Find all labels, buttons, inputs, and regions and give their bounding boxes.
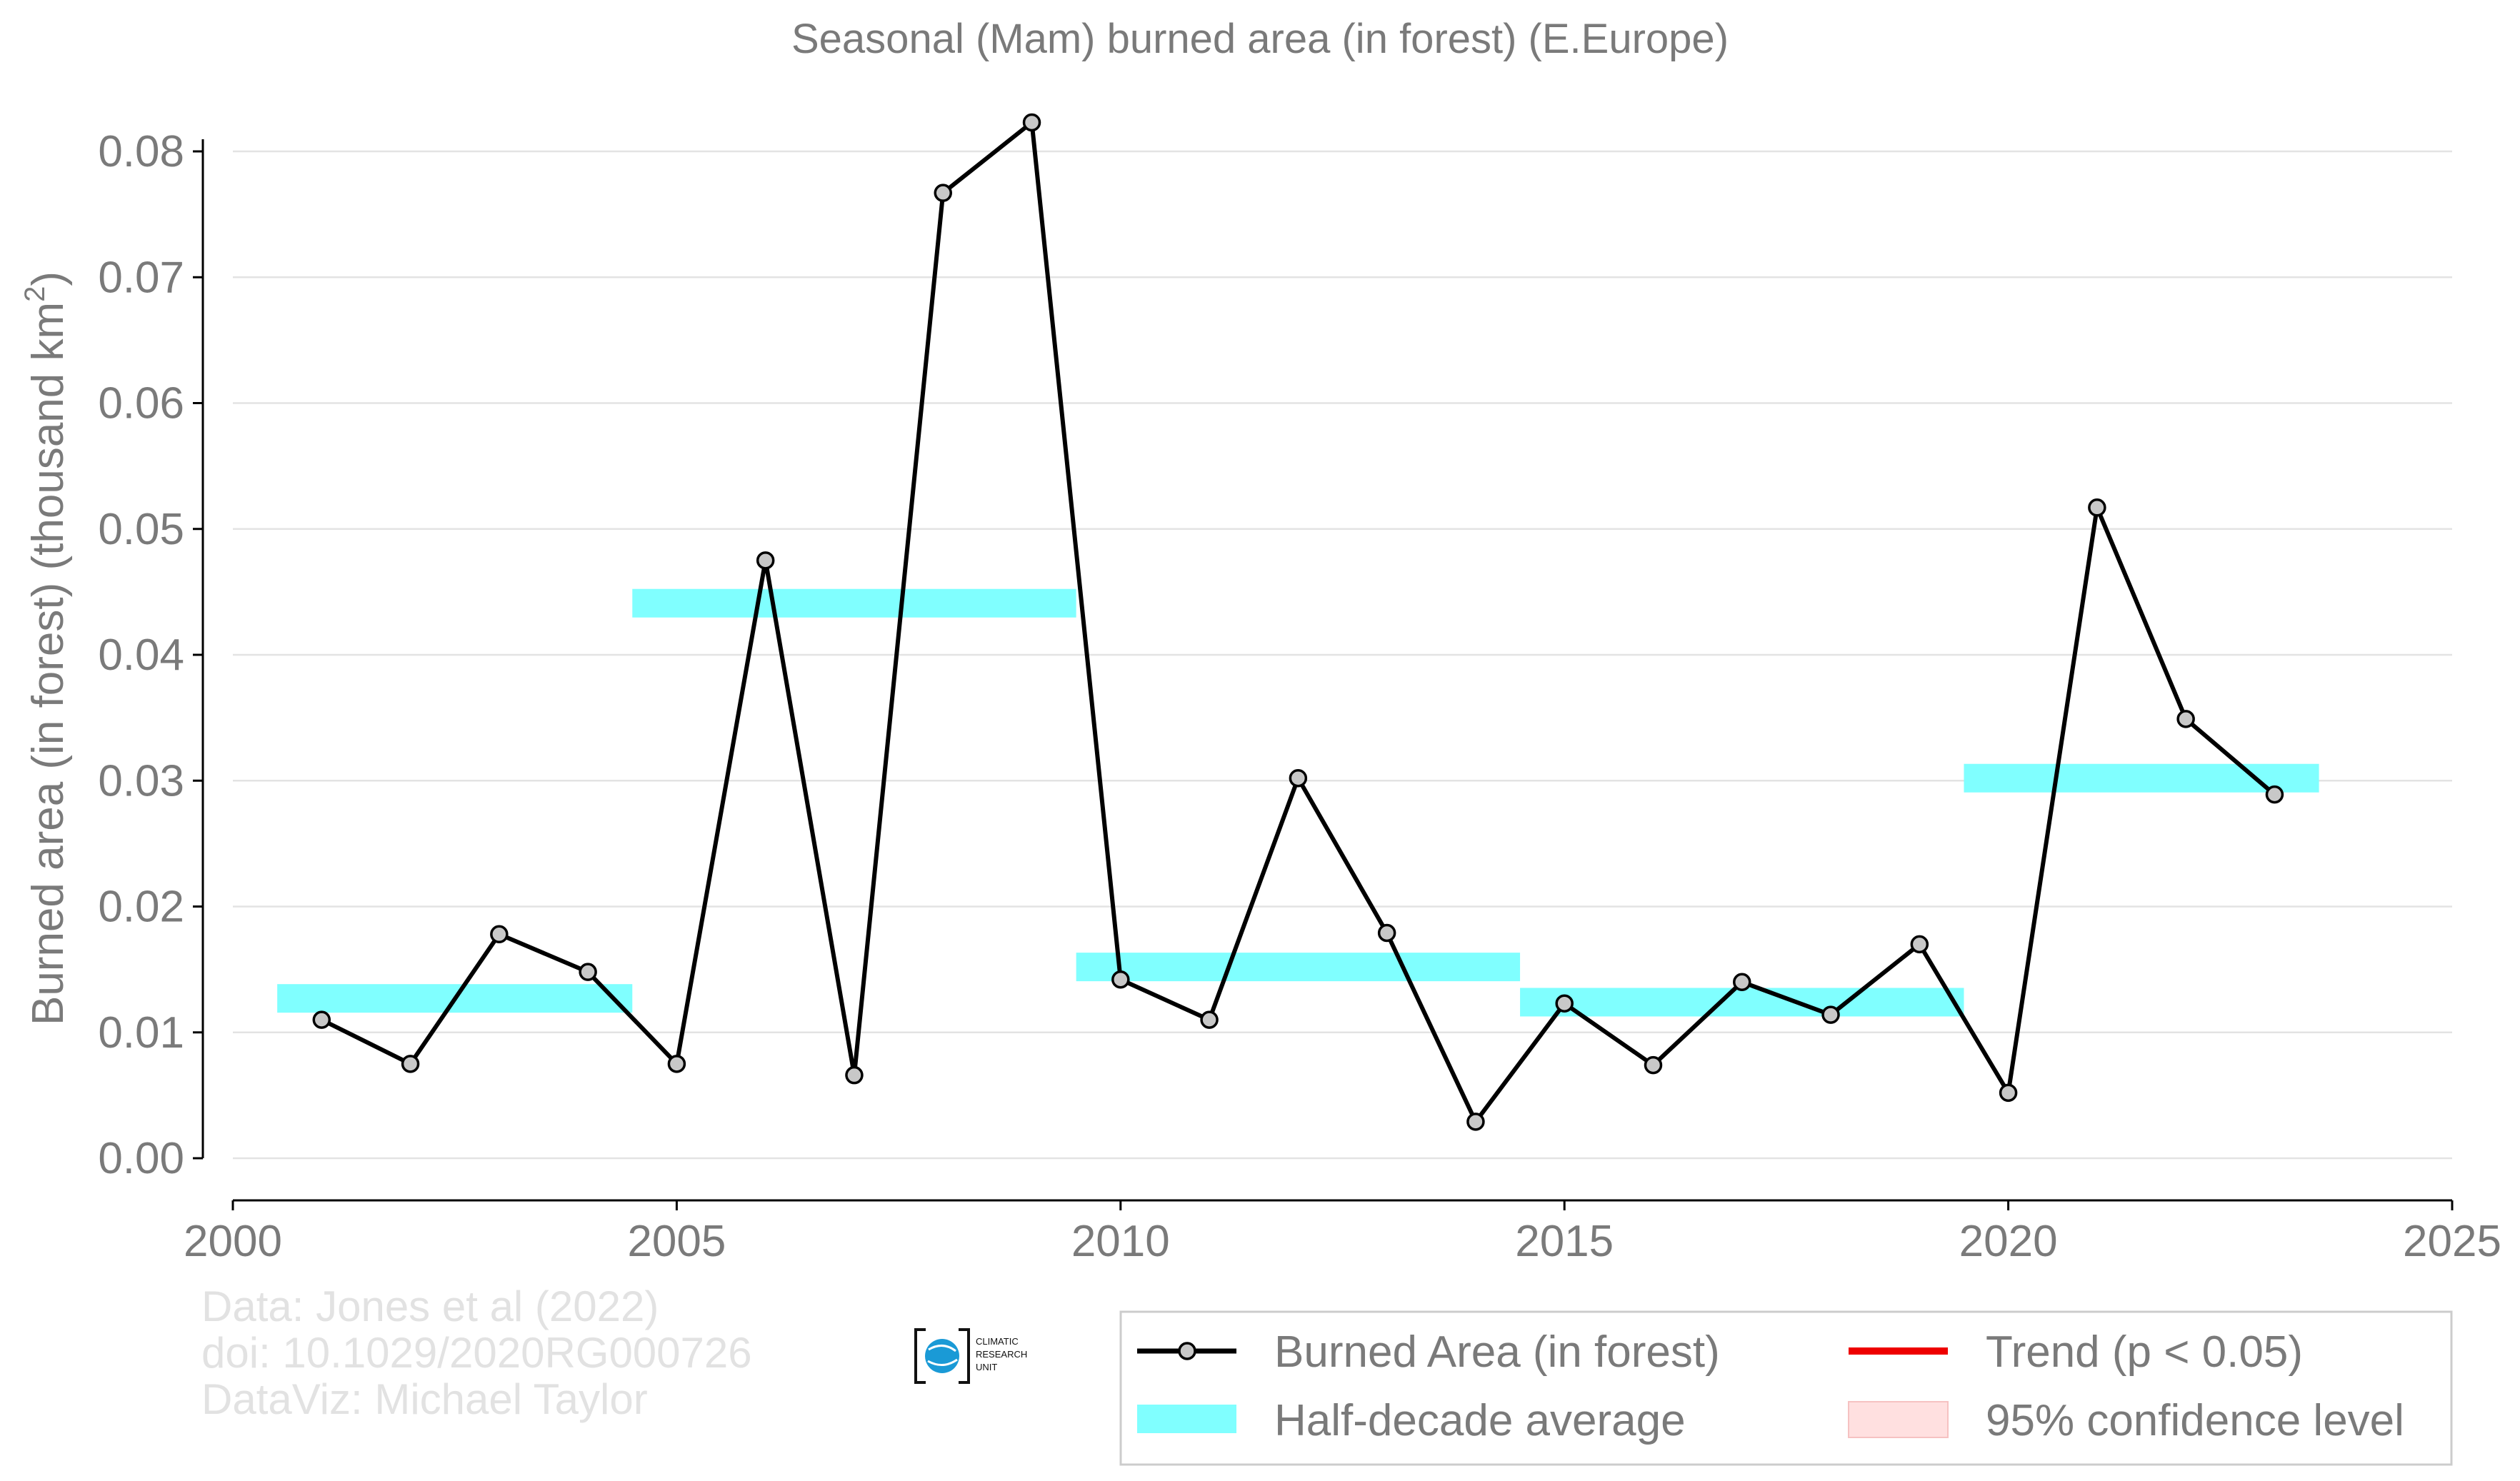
half-decade-band — [632, 588, 1076, 618]
data-point — [1289, 768, 1308, 788]
y-tick-label: 0.01 — [98, 1008, 184, 1058]
data-point — [1022, 113, 1041, 132]
legend-label-half-decade: Half-decade average — [1274, 1396, 1686, 1445]
logo-text-3: UNIT — [976, 1362, 997, 1372]
data-point — [2265, 785, 2284, 804]
y-tick-label: 0.02 — [98, 883, 184, 932]
data-point — [579, 963, 597, 981]
logo-left-bracket — [914, 1328, 926, 1384]
logo-text-1: CLIMATIC — [976, 1336, 1019, 1347]
data-point — [1910, 935, 1929, 954]
credit-doi: doi: 10.1029/2020RG000726 — [201, 1329, 752, 1377]
legend-marker-burned — [1178, 1342, 1196, 1360]
legend-label-burned: Burned Area (in forest) — [1274, 1327, 1720, 1377]
data-point — [1466, 1113, 1485, 1131]
half-decade-bands — [277, 588, 2319, 1017]
credits: Data: Jones et al (2022) doi: 10.1029/20… — [201, 1282, 752, 1423]
legend: Burned Area (in forest) Trend (p < 0.05)… — [1119, 1310, 2453, 1466]
data-point — [756, 551, 775, 570]
y-axis-label: Burned area (in forest) (thousand km2) — [19, 271, 73, 1025]
y-ticks: 0.00 0.01 0.02 0.03 0.04 0.05 0.06 0.07 0.08 — [98, 127, 203, 1183]
data-point — [667, 1055, 686, 1073]
y-tick-label: 0.04 — [98, 631, 184, 680]
data-point — [312, 1010, 331, 1029]
globe-icon — [925, 1339, 959, 1373]
data-point — [1733, 973, 1751, 991]
logo-text-2: RESEARCH — [976, 1349, 1027, 1360]
legend-swatch-half-decade — [1137, 1405, 1236, 1433]
half-decade-band — [1076, 953, 1521, 982]
logo-right-bracket — [959, 1328, 970, 1384]
data-point — [934, 184, 952, 202]
data-point — [1644, 1055, 1663, 1075]
data-point — [1377, 923, 1396, 943]
data-point — [490, 925, 509, 944]
legend-label-confidence: 95% confidence level — [1986, 1396, 2404, 1445]
y-tick-label: 0.05 — [98, 505, 184, 554]
x-tick-label: 2010 — [1071, 1217, 1170, 1266]
half-decade-band — [1964, 763, 2319, 793]
data-point — [2176, 710, 2195, 728]
y-tick-label: 0.03 — [98, 756, 184, 805]
x-tick-label: 2000 — [184, 1217, 282, 1266]
y-tick-label: 0.08 — [98, 127, 184, 176]
x-tick-label: 2015 — [1515, 1217, 1614, 1266]
data-point — [1111, 970, 1130, 989]
credit-data: Data: Jones et al (2022) — [201, 1282, 659, 1330]
legend-box — [1119, 1310, 2453, 1466]
x-ticks: 2000 2005 2010 2015 2020 2025 — [184, 1200, 2501, 1266]
cru-logo: CLIMATIC RESEARCH UNIT — [914, 1328, 1027, 1384]
y-tick-label: 0.07 — [98, 253, 184, 302]
data-point — [1999, 1083, 2018, 1103]
x-tick-label: 2005 — [627, 1217, 726, 1266]
half-decade-band — [1520, 988, 1964, 1017]
data-point — [1200, 1010, 1219, 1029]
data-point — [2088, 498, 2106, 517]
credit-dataviz: DataViz: Michael Taylor — [201, 1375, 648, 1423]
y-tick-label: 0.06 — [98, 379, 184, 428]
y-tick-label: 0.00 — [98, 1134, 184, 1183]
chart-title: Seasonal (Mam) burned area (in forest) (… — [791, 16, 1729, 62]
gridlines — [233, 150, 2452, 1160]
data-point — [401, 1055, 420, 1073]
data-point — [1555, 994, 1574, 1013]
data-point — [1821, 1005, 1840, 1024]
x-tick-label: 2025 — [2403, 1217, 2501, 1266]
x-tick-label: 2020 — [1959, 1217, 2058, 1266]
data-point — [845, 1065, 864, 1085]
series-layer — [312, 113, 2284, 1131]
legend-label-trend: Trend (p < 0.05) — [1986, 1327, 2303, 1377]
legend-swatch-confidence — [1848, 1401, 1949, 1438]
